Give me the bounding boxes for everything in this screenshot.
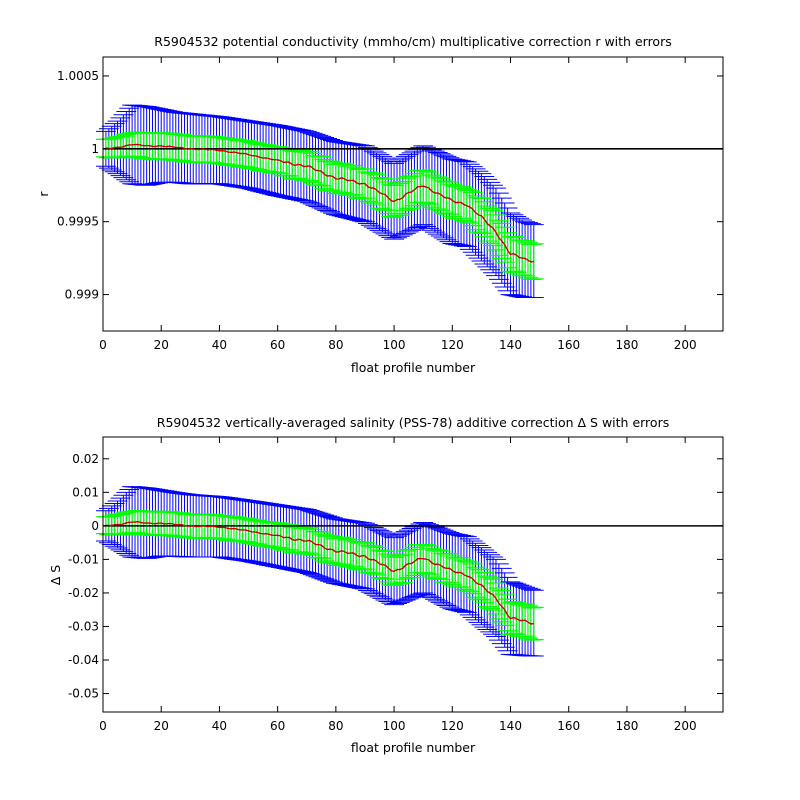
chart-title: R5904532 vertically-averaged salinity (P… [157,415,669,430]
x-tick-label: 200 [674,719,697,733]
x-axis-label: float profile number [351,740,476,755]
x-tick-label: 40 [212,338,227,352]
x-tick-label: 160 [557,338,580,352]
y-tick-label: 1.0005 [57,69,99,83]
x-tick-label: 0 [99,719,107,733]
plot-area [96,486,723,657]
axis-ticks: 0 20 40 60 80 100 120 140 160 180 200 0.999 0.9995 1 1… [57,57,723,352]
x-axis-label: float profile number [351,360,476,375]
x-tick-label: 60 [270,719,285,733]
chart-title: R5904532 potential conductivity (mmho/cm… [154,34,671,49]
y-tick-label: 0.02 [72,452,99,466]
plot-frame [102,436,724,713]
x-tick-label: 200 [674,338,697,352]
correction-series-line [105,143,534,263]
chart-delta-s-correction: R5904532 vertically-averaged salinity (P… [48,415,724,755]
x-tick-label: 160 [557,719,580,733]
x-tick-label: 180 [615,719,638,733]
y-tick-label: 0.9995 [57,215,99,229]
x-tick-label: 0 [99,338,107,352]
y-tick-label: -0.01 [68,552,99,566]
y-tick-label: -0.02 [68,586,99,600]
x-tick-label: 80 [328,719,343,733]
x-tick-label: 100 [383,338,406,352]
x-tick-label: 20 [154,719,169,733]
y-tick-label: -0.04 [68,653,99,667]
y-tick-label: -0.03 [68,619,99,633]
y-tick-label: 1 [91,142,99,156]
y-axis-label: r [36,191,51,197]
x-tick-label: 120 [441,338,464,352]
x-tick-label: 60 [270,338,285,352]
y-tick-label: -0.05 [68,687,99,701]
y-tick-label: 0.01 [72,485,99,499]
chart-r-correction: R5904532 potential conductivity (mmho/cm… [36,34,724,375]
x-tick-label: 180 [615,338,638,352]
y-axis-label: Δ S [48,565,63,586]
axis-ticks: 0 20 40 60 80 100 120 140 160 180 200 -0.05 -0.04 -0.… [68,437,723,733]
x-tick-label: 140 [499,338,522,352]
plot-area [96,104,723,298]
plot-frame [102,56,724,332]
x-tick-label: 120 [441,719,464,733]
y-tick-label: 0 [91,519,99,533]
x-tick-label: 80 [328,338,343,352]
x-tick-label: 20 [154,338,169,352]
y-tick-label: 0.999 [65,288,99,302]
x-tick-label: 140 [499,719,522,733]
x-tick-label: 40 [212,719,227,733]
correction-series-line [105,520,534,625]
x-tick-label: 100 [383,719,406,733]
